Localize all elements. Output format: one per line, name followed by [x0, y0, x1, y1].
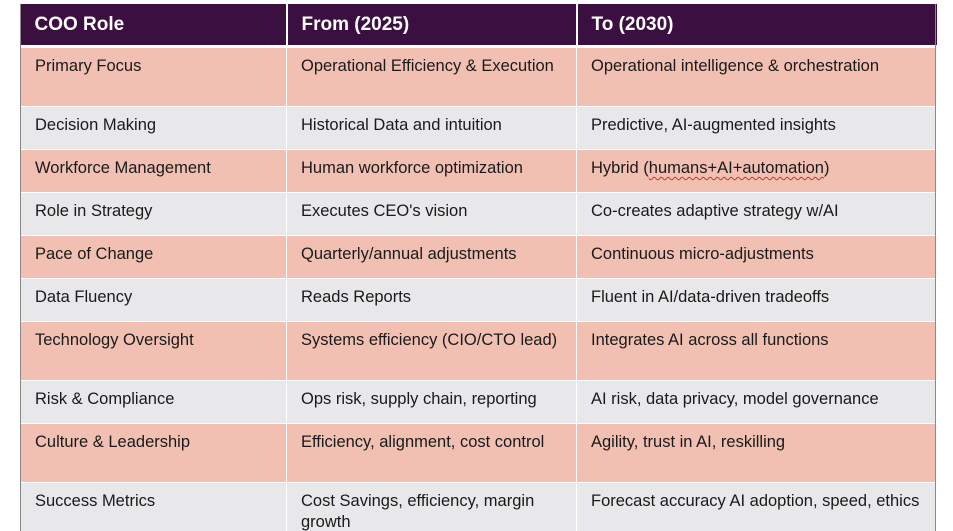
cell-from: Human workforce optimization	[286, 149, 577, 193]
cell-role: Primary Focus	[20, 46, 287, 107]
table-row: Decision Making Historical Data and intu…	[20, 106, 937, 150]
coo-role-comparison-table: COO Role From (2025) To (2030) Primary F…	[20, 4, 937, 531]
cell-from: Executes CEO's vision	[286, 192, 577, 236]
cell-to: Agility, trust in AI, reskilling	[576, 423, 937, 483]
cell-from: Operational Efficiency & Execution	[286, 46, 577, 107]
table-row: Technology Oversight Systems efficiency …	[20, 321, 937, 381]
table-row: Workforce Management Human workforce opt…	[20, 149, 937, 193]
header-from-2025: From (2025)	[285, 4, 577, 48]
cell-from: Cost Savings, efficiency, margin growth	[286, 482, 577, 531]
spellcheck-flagged-text: humans+AI+automation	[648, 159, 824, 177]
cell-to: Predictive, AI-augmented insights	[576, 106, 937, 150]
cell-role: Technology Oversight	[20, 321, 287, 381]
cell-to: Operational intelligence & orchestration	[576, 46, 937, 107]
coo-role-table-container: COO Role From (2025) To (2030) Primary F…	[20, 4, 937, 531]
header-to-2030: To (2030)	[575, 4, 937, 48]
table-row: Success Metrics Cost Savings, efficiency…	[20, 482, 937, 531]
cell-to: Forecast accuracy AI adoption, speed, et…	[576, 482, 937, 531]
cell-to: Continuous micro-adjustments	[576, 235, 937, 279]
cell-role: Decision Making	[20, 106, 287, 150]
cell-role: Role in Strategy	[20, 192, 287, 236]
cell-to: Co-creates adaptive strategy w/AI	[576, 192, 937, 236]
cell-from: Reads Reports	[286, 278, 577, 322]
cell-role: Workforce Management	[20, 149, 287, 193]
table-row: Data Fluency Reads Reports Fluent in AI/…	[20, 278, 937, 322]
table-header-row: COO Role From (2025) To (2030)	[20, 4, 937, 48]
cell-to: Integrates AI across all functions	[576, 321, 937, 381]
cell-role: Data Fluency	[20, 278, 287, 322]
table-row: Risk & Compliance Ops risk, supply chain…	[20, 380, 937, 424]
cell-from: Ops risk, supply chain, reporting	[286, 380, 577, 424]
cell-from: Efficiency, alignment, cost control	[286, 423, 577, 483]
cell-from: Historical Data and intuition	[286, 106, 577, 150]
header-coo-role: COO Role	[20, 4, 287, 48]
cell-from: Systems efficiency (CIO/CTO lead)	[286, 321, 577, 381]
table-row: Pace of Change Quarterly/annual adjustme…	[20, 235, 937, 279]
cell-to-prefix: Hybrid (	[591, 159, 649, 177]
cell-role: Risk & Compliance	[20, 380, 287, 424]
cell-to-suffix: )	[823, 159, 830, 177]
cell-from: Quarterly/annual adjustments	[286, 235, 577, 279]
cell-to: Fluent in AI/data-driven tradeoffs	[576, 278, 937, 322]
cell-role: Pace of Change	[20, 235, 287, 279]
cell-to: AI risk, data privacy, model governance	[576, 380, 937, 424]
cell-role: Success Metrics	[20, 482, 287, 531]
table-row: Culture & Leadership Efficiency, alignme…	[20, 423, 937, 483]
cell-to: Hybrid (humans+AI+automation)	[576, 149, 937, 193]
table-row: Primary Focus Operational Efficiency & E…	[20, 46, 937, 107]
table-row: Role in Strategy Executes CEO's vision C…	[20, 192, 937, 236]
cell-role: Culture & Leadership	[20, 423, 287, 483]
